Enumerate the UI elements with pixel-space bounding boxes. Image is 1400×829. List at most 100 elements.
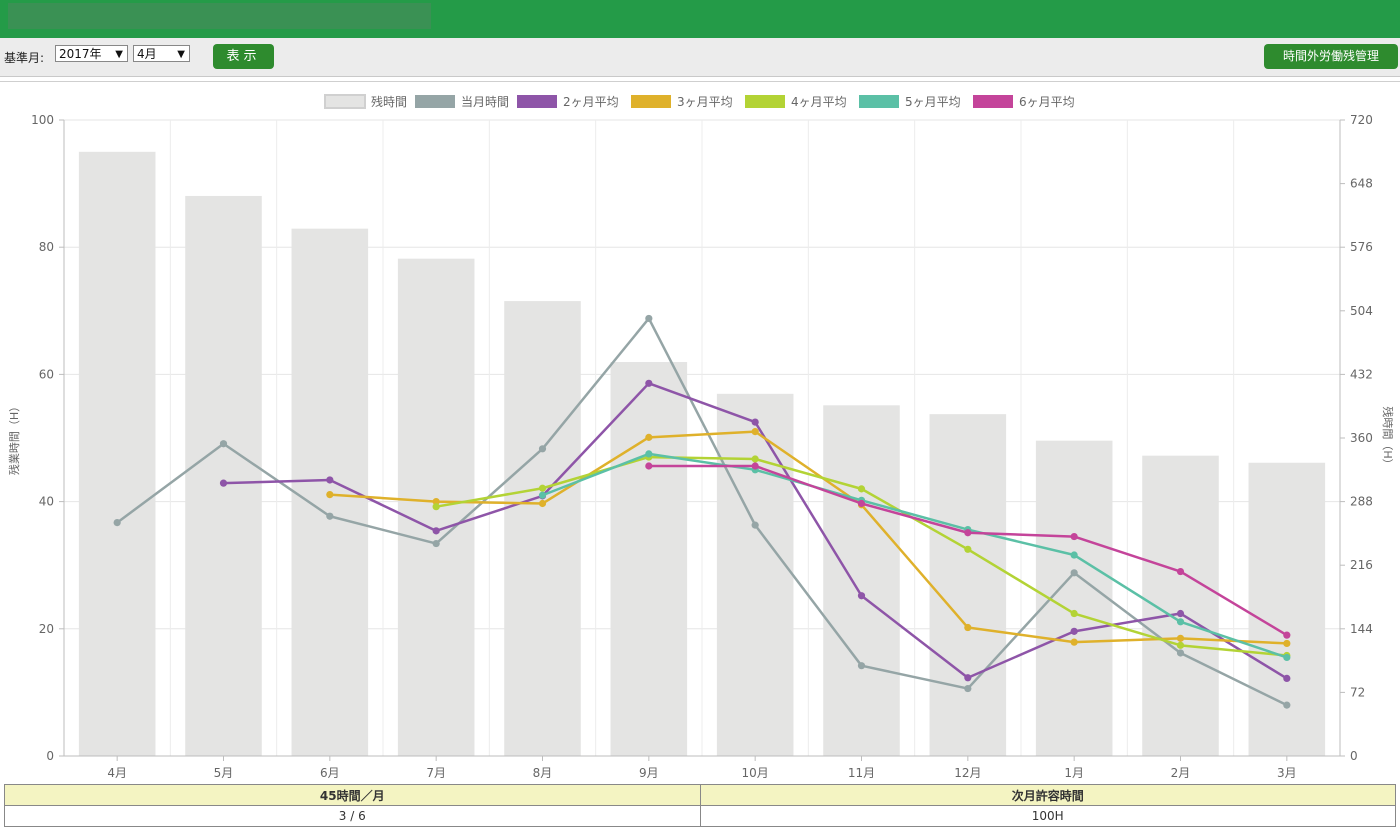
legend-swatch <box>631 95 671 108</box>
data-point <box>326 512 334 520</box>
data-point <box>1070 569 1078 577</box>
y-tick-label-right: 72 <box>1350 685 1365 699</box>
y-tick-label-right: 216 <box>1350 558 1373 572</box>
y-tick-label-left: 0 <box>46 749 54 763</box>
series-line <box>542 452 1288 659</box>
data-point <box>1176 609 1185 618</box>
year-select-value: 2017年 <box>59 47 102 61</box>
legend-label: 2ヶ月平均 <box>563 95 619 109</box>
data-point <box>751 418 759 426</box>
summary-table: 45時間／月 次月許容時間 3 / 6 100H <box>4 784 1396 827</box>
y-tick-label-right: 648 <box>1350 177 1373 191</box>
data-point <box>645 462 653 470</box>
data-point <box>751 521 759 529</box>
month-select[interactable]: 4月 ▼ <box>133 45 190 62</box>
overtime-chart: 0 20 40 60 80 100 0 72 144 216 288 360 432 504 576 648 7… <box>7 94 1395 780</box>
legend-swatch <box>415 95 455 108</box>
series-line <box>329 430 1287 645</box>
legend-swatch <box>517 95 557 108</box>
data-point <box>326 491 334 499</box>
data-point <box>964 684 972 693</box>
bar <box>78 151 156 757</box>
data-point <box>857 592 866 600</box>
data-point <box>1176 567 1185 576</box>
y-tick-label-right: 504 <box>1350 304 1373 318</box>
x-tick-label: 3月 <box>1277 766 1297 780</box>
summary-value-right: 100H <box>699 805 1396 827</box>
data-point <box>1070 638 1078 646</box>
bar <box>1248 462 1326 756</box>
data-point <box>964 529 972 537</box>
data-point <box>964 545 972 553</box>
bar <box>929 414 1007 756</box>
data-point <box>538 484 547 492</box>
year-select[interactable]: 2017年 ▼ <box>55 45 128 62</box>
data-point <box>1283 639 1291 648</box>
data-point <box>1070 532 1078 541</box>
data-point <box>1283 631 1291 639</box>
y-tick-label-left: 20 <box>39 622 54 636</box>
summary-header-right: 次月許容時間 <box>699 784 1396 806</box>
data-point <box>432 503 440 511</box>
dropdown-arrow-icon: ▼ <box>115 49 123 60</box>
toolbar-divider <box>0 81 1400 82</box>
data-point <box>113 518 121 527</box>
legend-swatch <box>745 95 785 108</box>
y-tick-label-left: 100 <box>31 113 54 127</box>
data-point <box>538 491 547 499</box>
y-tick-label-right: 432 <box>1350 367 1373 381</box>
y-tick-label-right: 0 <box>1350 749 1358 763</box>
data-point <box>857 499 866 508</box>
overtime-management-button[interactable]: 時間外労働残管理 <box>1264 44 1398 69</box>
x-tick-label: 8月 <box>533 766 553 780</box>
summary-header-left: 45時間／月 <box>4 784 701 806</box>
legend-label: 3ヶ月平均 <box>677 95 733 109</box>
y-axis-title-right: 残時間（H） <box>1381 406 1395 469</box>
summary-value-left: 3 / 6 <box>4 805 701 827</box>
data-point <box>1070 627 1078 635</box>
y-tick-label-right: 144 <box>1350 622 1373 636</box>
data-point <box>432 498 440 506</box>
x-tick-label: 7月 <box>426 766 446 780</box>
bar <box>823 405 900 756</box>
y-tick-label-right: 360 <box>1350 431 1373 445</box>
legend-label: 残時間 <box>371 95 407 109</box>
data-point <box>1176 634 1185 642</box>
x-tick-label: 12月 <box>954 766 981 780</box>
dropdown-arrow-icon: ▼ <box>177 49 185 60</box>
x-tick-label: 6月 <box>320 766 340 780</box>
data-point <box>432 527 440 535</box>
y-tick-label-left: 80 <box>39 240 54 254</box>
series-line <box>116 317 1288 707</box>
data-point <box>751 428 759 436</box>
data-point <box>751 455 759 463</box>
data-point <box>326 476 334 484</box>
data-point <box>645 450 653 458</box>
y-tick-label-right: 576 <box>1350 240 1373 254</box>
summary-header-row: 45時間／月 次月許容時間 <box>4 784 1396 806</box>
data-point <box>538 499 547 508</box>
y-tick-label-left: 60 <box>39 367 54 381</box>
app-title-block <box>8 3 431 29</box>
data-point <box>1283 653 1291 662</box>
y-tick-label-right: 288 <box>1350 495 1373 509</box>
data-point <box>857 662 866 670</box>
data-point <box>1070 609 1078 618</box>
legend-label: 当月時間 <box>461 95 509 109</box>
data-point <box>1070 551 1078 559</box>
data-point <box>964 623 972 632</box>
data-point <box>538 445 547 453</box>
legend-swatch <box>859 95 899 108</box>
data-point <box>219 440 228 448</box>
y-axis-title-left: 残業時間（H） <box>7 401 21 475</box>
bar <box>185 195 262 756</box>
data-point <box>432 539 440 548</box>
data-point <box>645 314 653 323</box>
data-point <box>1283 674 1291 683</box>
summary-value-row: 3 / 6 100H <box>4 805 1396 827</box>
x-tick-label: 2月 <box>1171 766 1191 780</box>
show-button[interactable]: 表示 <box>213 44 274 69</box>
legend-label: 4ヶ月平均 <box>791 95 847 109</box>
data-point <box>645 379 653 387</box>
data-point <box>857 485 866 493</box>
